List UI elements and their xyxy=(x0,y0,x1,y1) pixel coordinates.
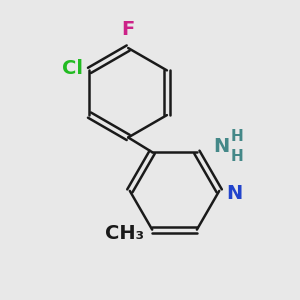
Text: F: F xyxy=(122,20,135,39)
Text: CH₃: CH₃ xyxy=(105,224,144,244)
Text: N: N xyxy=(213,137,230,156)
Text: H: H xyxy=(231,149,243,164)
Text: Cl: Cl xyxy=(62,59,83,78)
Text: H: H xyxy=(231,129,243,144)
Text: N: N xyxy=(226,184,243,203)
